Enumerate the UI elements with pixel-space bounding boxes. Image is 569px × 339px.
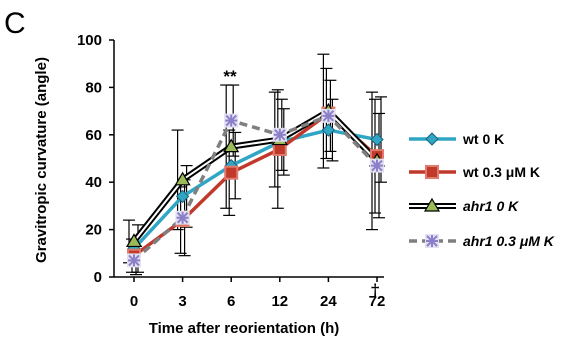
series-line [132,128,378,250]
significance-annotation: ** [223,67,237,86]
data-point-marker [125,233,143,248]
legend-item: ahr1 0 K [409,197,519,214]
y-axis-title: Gravitropic curvature (angle) [33,57,50,263]
data-point-marker [272,127,287,142]
data-point-marker [370,158,384,173]
legend: wt 0 K wt 0.3 μM K ahr1 0 K ahr1 0.3 μM K [409,131,555,249]
dagger-annotation: † [371,280,379,299]
series-line [132,111,379,258]
data-point-marker [175,189,190,204]
y-tick-label: 0 [94,269,102,286]
legend-label: ahr1 0 K [463,198,519,214]
data-point-marker [370,132,384,147]
data-point-marker [174,171,191,186]
legend-label: wt 0 K [462,131,504,147]
x-tick-label: 12 [271,293,288,310]
series-lines [131,107,380,262]
x-tick-label: 3 [178,293,186,310]
legend-swatch-marker [425,234,439,248]
data-point-marker [175,210,190,225]
x-axis-title: Time after reorientation (h) [149,320,340,337]
legend-item: ahr1 0.3 μM K [409,233,555,249]
y-tick-label: 60 [85,127,102,144]
y-tick-label: 20 [85,222,102,239]
legend-item: wt 0.3 μM K [409,164,540,180]
series-line-inner [133,109,378,243]
error-bars [123,53,387,276]
data-point-marker [224,165,239,180]
legend-swatch-marker [425,132,439,146]
y-tick-label: 100 [77,32,102,49]
series-line [132,114,379,262]
x-axis-ticks: 0 3 6 12 24 72 [130,277,386,310]
legend-label: ahr1 0.3 μM K [463,233,555,249]
legend-label: wt 0.3 μM K [462,164,540,180]
data-point-marker [321,108,336,123]
data-point-marker [224,113,239,128]
panel-label: C [4,7,26,40]
x-tick-label: 6 [227,293,235,310]
data-point-marker [321,123,336,137]
data-point-marker [127,253,141,268]
plot-frame [113,40,384,278]
y-axis-ticks: 0 20 40 60 80 100 [77,32,114,286]
legend-swatch-marker [425,165,439,179]
x-tick-label: 72 [369,293,386,310]
x-tick-label: 0 [130,293,138,310]
series-markers [125,102,386,268]
y-tick-label: 80 [85,79,102,96]
legend-item: wt 0 K [409,131,504,147]
y-tick-label: 40 [85,174,102,191]
x-tick-label: 24 [320,293,337,310]
legend-swatch-marker [423,197,441,212]
data-point-marker [223,138,240,153]
